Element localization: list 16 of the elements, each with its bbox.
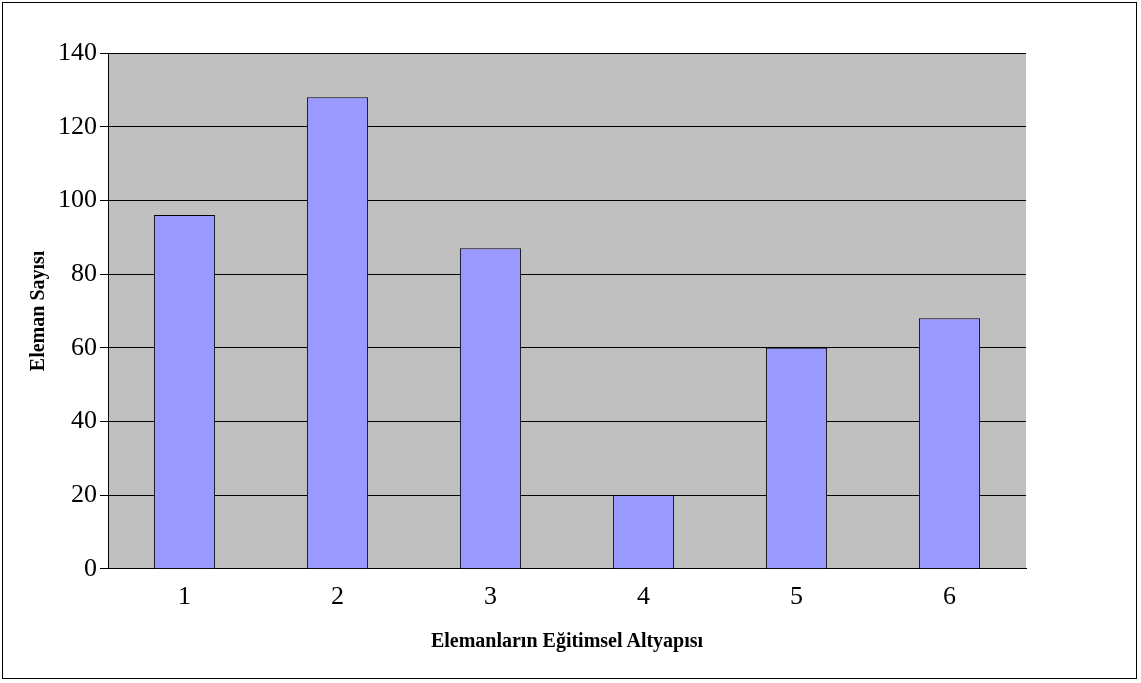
x-tick-label: 2 [331,581,344,611]
y-tick-label: 80 [71,257,97,287]
y-tick-label: 0 [84,552,97,582]
x-tick-label: 6 [943,581,956,611]
y-tick-label: 100 [58,184,97,214]
y-tick-label: 140 [58,36,97,66]
y-tick-label: 20 [71,478,97,508]
x-tick-label: 3 [484,581,497,611]
x-axis-title: Elemanların Eğitimsel Altyapısı [430,629,704,653]
x-tick-label: 1 [178,581,191,611]
y-tick-label: 60 [71,331,97,361]
y-tick-label: 40 [71,405,97,435]
y-tick-label: 120 [58,110,97,140]
x-tick-label: 4 [637,581,650,611]
x-tick-label: 5 [790,581,803,611]
y-axis-title: Eleman Sayısı [26,250,50,372]
